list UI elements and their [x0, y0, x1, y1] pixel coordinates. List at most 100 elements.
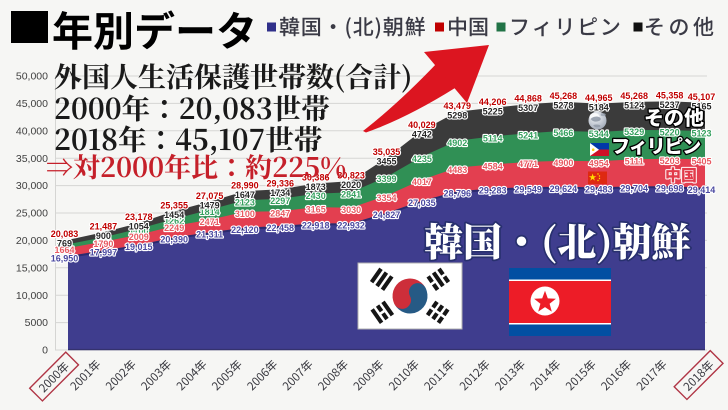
svg-text:10,000: 10,000 — [16, 290, 48, 302]
svg-text:5344: 5344 — [589, 129, 609, 139]
svg-text:1479: 1479 — [200, 200, 220, 210]
svg-text:17,997: 17,997 — [90, 248, 118, 258]
svg-text:5220: 5220 — [660, 127, 680, 137]
svg-text:3354: 3354 — [376, 193, 396, 203]
svg-text:22,932: 22,932 — [337, 221, 365, 231]
svg-text:30,823: 30,823 — [337, 170, 365, 180]
svg-text:22,918: 22,918 — [302, 221, 330, 231]
svg-text:2297: 2297 — [270, 196, 290, 206]
svg-text:2430: 2430 — [306, 191, 326, 201]
svg-text:30,000: 30,000 — [16, 180, 48, 192]
svg-text:23,178: 23,178 — [125, 212, 153, 222]
svg-text:1100: 1100 — [129, 226, 149, 236]
svg-text:2847: 2847 — [270, 209, 290, 219]
svg-text:5225: 5225 — [483, 107, 503, 117]
svg-text:5329: 5329 — [624, 127, 644, 137]
svg-text:0: 0 — [42, 345, 48, 357]
svg-text:40,000: 40,000 — [16, 125, 48, 137]
svg-text:4483: 4483 — [447, 165, 467, 175]
svg-text:4017: 4017 — [412, 177, 432, 187]
svg-text:44,868: 44,868 — [514, 93, 542, 103]
svg-text:22,120: 22,120 — [231, 225, 259, 235]
svg-text:1262: 1262 — [164, 216, 184, 226]
svg-text:1734: 1734 — [270, 188, 290, 198]
svg-text:5241: 5241 — [518, 130, 538, 140]
svg-text:800: 800 — [96, 234, 111, 244]
svg-text:29,336: 29,336 — [267, 178, 295, 188]
svg-text:3399: 3399 — [376, 174, 396, 184]
svg-text:45,107: 45,107 — [688, 92, 716, 102]
svg-text:44,206: 44,206 — [479, 97, 507, 107]
svg-text:5405: 5405 — [691, 156, 711, 166]
svg-text:25,355: 25,355 — [160, 200, 188, 210]
svg-text:27,075: 27,075 — [196, 191, 224, 201]
svg-text:4584: 4584 — [483, 162, 503, 172]
svg-text:3455: 3455 — [376, 157, 396, 167]
svg-text:4900: 4900 — [553, 158, 573, 168]
svg-text:5203: 5203 — [660, 156, 680, 166]
svg-text:22,458: 22,458 — [267, 223, 295, 233]
svg-text:3165: 3165 — [306, 204, 326, 214]
svg-text:4235: 4235 — [412, 154, 432, 164]
svg-text:4742: 4742 — [412, 129, 432, 139]
svg-text:21,311: 21,311 — [196, 229, 223, 239]
svg-text:5000: 5000 — [25, 317, 49, 329]
svg-text:1664: 1664 — [54, 245, 74, 255]
svg-text:3100: 3100 — [235, 209, 255, 219]
svg-text:35,035: 35,035 — [373, 147, 401, 157]
svg-text:5298: 5298 — [447, 110, 467, 120]
svg-text:50,000: 50,000 — [16, 71, 48, 83]
svg-text:2009: 2009 — [129, 232, 149, 242]
svg-text:900: 900 — [96, 231, 111, 241]
svg-text:5278: 5278 — [553, 101, 573, 111]
svg-text:21,487: 21,487 — [90, 222, 118, 232]
svg-text:45,268: 45,268 — [550, 91, 578, 101]
svg-text:29,283: 29,283 — [479, 186, 507, 196]
svg-text:5184: 5184 — [589, 102, 609, 112]
svg-text:27,035: 27,035 — [408, 198, 436, 208]
svg-text:29,414: 29,414 — [688, 185, 716, 195]
svg-text:43,479: 43,479 — [444, 101, 472, 111]
svg-text:4771: 4771 — [518, 159, 538, 169]
svg-text:45,268: 45,268 — [620, 91, 648, 101]
svg-text:5111: 5111 — [625, 156, 644, 166]
svg-text:29,698: 29,698 — [656, 184, 684, 194]
svg-text:5307: 5307 — [518, 103, 538, 113]
svg-text:4954: 4954 — [589, 159, 609, 169]
svg-text:2123: 2123 — [235, 197, 255, 207]
svg-text:15,000: 15,000 — [16, 262, 48, 274]
svg-text:20,083: 20,083 — [51, 229, 79, 239]
svg-text:700: 700 — [57, 241, 72, 251]
svg-text:44,965: 44,965 — [585, 93, 613, 103]
svg-text:29,624: 29,624 — [550, 184, 578, 194]
svg-text:2020: 2020 — [341, 180, 361, 190]
svg-text:3030: 3030 — [341, 205, 361, 215]
svg-text:19,015: 19,015 — [125, 242, 153, 252]
svg-text:2841: 2841 — [341, 189, 361, 199]
svg-text:1873: 1873 — [306, 182, 326, 192]
svg-text:1454: 1454 — [164, 210, 184, 220]
svg-text:45,358: 45,358 — [656, 91, 684, 101]
svg-text:29,704: 29,704 — [620, 183, 648, 193]
svg-text:5123: 5123 — [691, 128, 711, 138]
svg-text:28,990: 28,990 — [231, 180, 259, 190]
svg-text:1814: 1814 — [200, 207, 220, 217]
svg-text:5114: 5114 — [483, 134, 503, 144]
svg-text:5124: 5124 — [624, 101, 644, 111]
svg-text:2471: 2471 — [200, 217, 220, 227]
svg-text:5466: 5466 — [553, 128, 573, 138]
svg-text:20,390: 20,390 — [160, 235, 188, 245]
svg-text:45,000: 45,000 — [16, 98, 48, 110]
svg-text:1647: 1647 — [235, 190, 255, 200]
svg-text:16,950: 16,950 — [51, 253, 79, 263]
svg-text:1790: 1790 — [93, 239, 113, 249]
svg-text:5237: 5237 — [660, 100, 680, 110]
svg-text:35,000: 35,000 — [16, 153, 48, 165]
svg-text:769: 769 — [57, 239, 72, 249]
svg-text:28,796: 28,796 — [444, 188, 472, 198]
svg-text:24,827: 24,827 — [373, 210, 401, 220]
svg-text:29,483: 29,483 — [585, 185, 613, 195]
svg-text:29,549: 29,549 — [514, 184, 542, 194]
svg-text:20,000: 20,000 — [16, 235, 48, 247]
svg-text:25,000: 25,000 — [16, 208, 48, 220]
